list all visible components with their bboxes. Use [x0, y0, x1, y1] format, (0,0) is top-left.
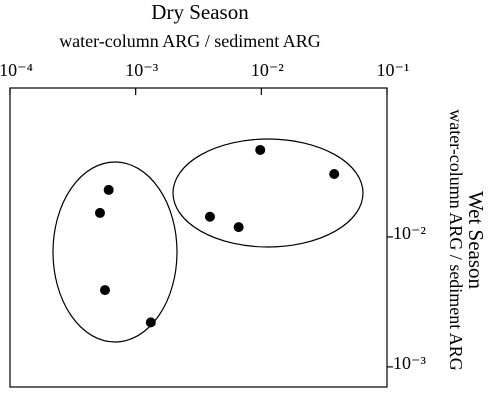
point	[204, 211, 215, 222]
x-axis-label: water-column ARG / sediment ARG	[59, 31, 321, 51]
y-tick-label: 10⁻³	[393, 353, 427, 373]
point	[145, 317, 156, 328]
x-tick-label: 10⁻³	[125, 60, 159, 80]
x-tick-label: 10⁻⁴	[0, 60, 33, 80]
group-ellipse	[172, 138, 364, 248]
point	[233, 222, 244, 233]
y-axis-label: water-column ARG / sediment ARG	[446, 109, 466, 371]
plot-frame	[9, 87, 388, 388]
x-tick-label: 10⁻¹	[377, 60, 410, 80]
y-axis-title: Wet Season	[464, 191, 488, 290]
point	[94, 207, 105, 218]
x-tick-label: 10⁻²	[251, 60, 284, 80]
point	[99, 285, 110, 296]
chart-title: Dry Season	[151, 0, 249, 24]
point	[329, 168, 340, 179]
point	[255, 144, 266, 155]
y-tick-label: 10⁻²	[393, 223, 426, 243]
point	[103, 184, 114, 195]
group-ellipse	[52, 161, 178, 343]
